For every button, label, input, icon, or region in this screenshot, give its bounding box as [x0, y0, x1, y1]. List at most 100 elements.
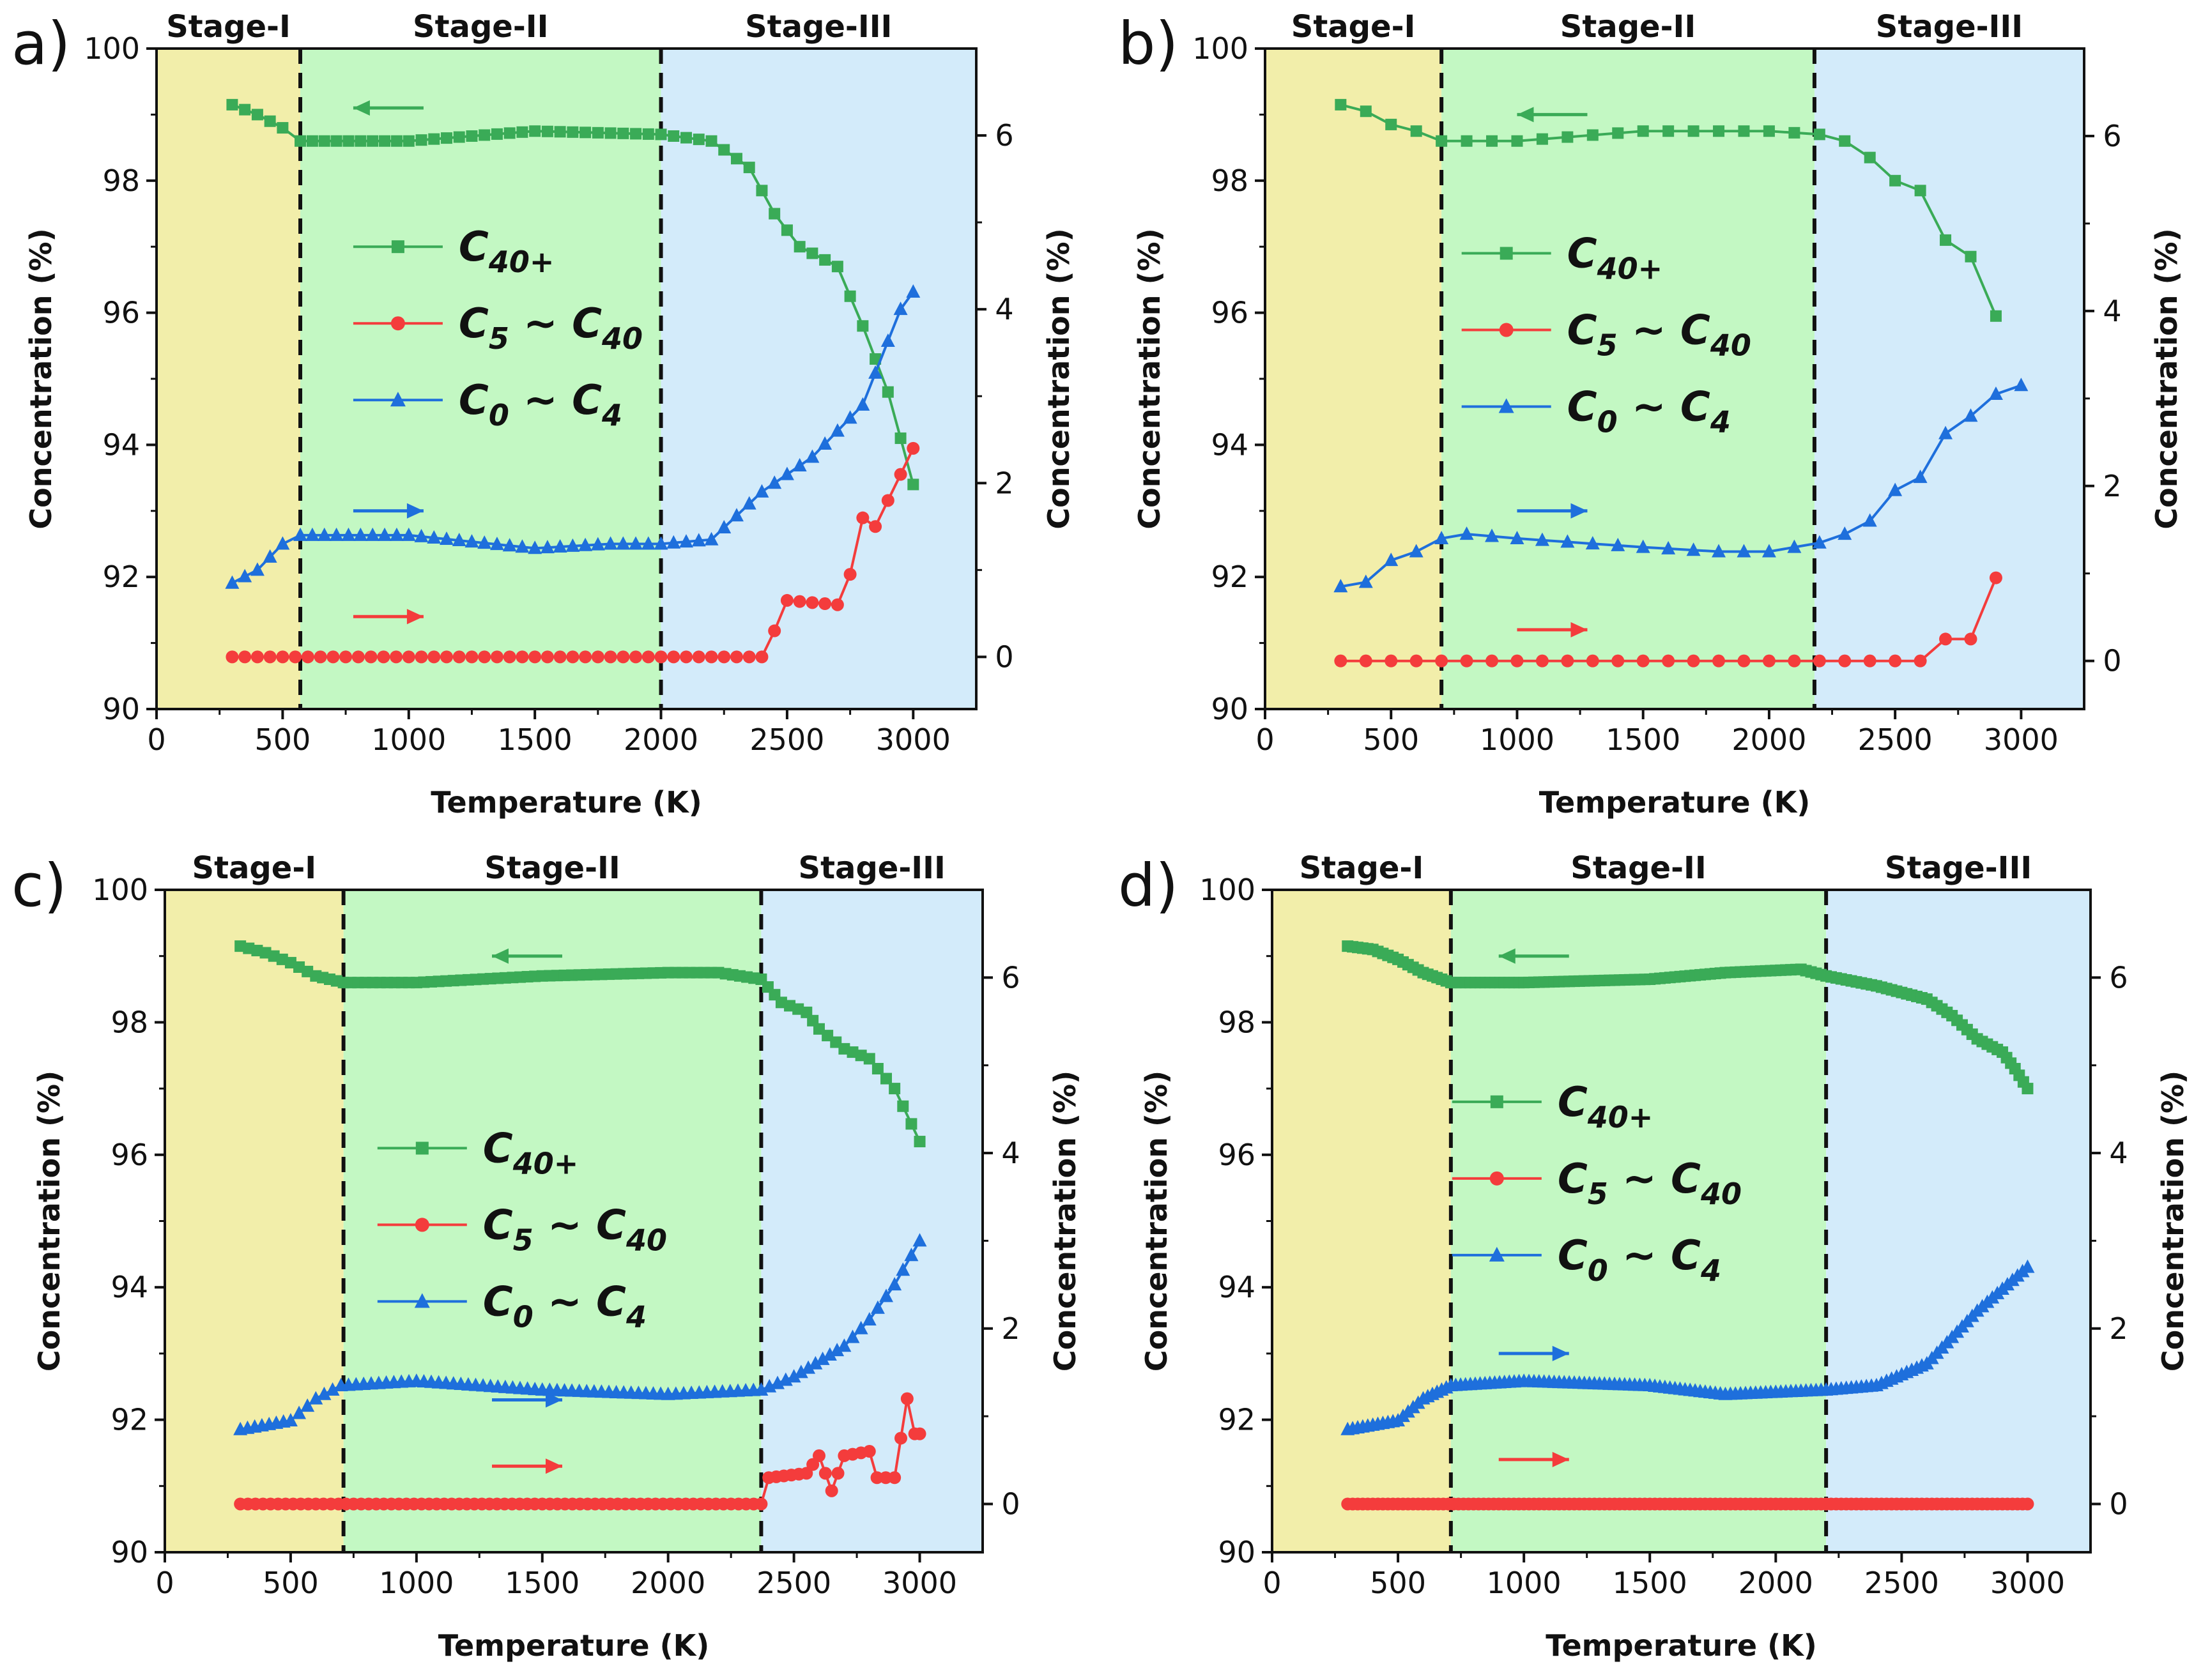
data-point — [225, 575, 240, 589]
data-point — [1384, 553, 1399, 567]
stage-region — [1450, 890, 1827, 1552]
series-markers — [226, 98, 919, 491]
data-point — [717, 650, 731, 664]
data-point — [1938, 425, 1953, 439]
stage-label: Stage-I — [1291, 9, 1416, 45]
y-right-tick-label: 6 — [2109, 960, 2128, 995]
data-point — [1889, 174, 1901, 187]
data-point — [1662, 125, 1675, 137]
data-point — [515, 539, 530, 553]
x-tick-label: 2500 — [756, 1566, 831, 1600]
data-point — [705, 650, 718, 664]
data-point — [1787, 539, 1802, 553]
legend-tail: ~ C — [533, 1278, 626, 1325]
data-point — [2020, 1259, 2035, 1273]
data-point — [801, 1360, 816, 1374]
y-right-tick-label: 2 — [2103, 469, 2121, 503]
series-line — [1340, 384, 2022, 588]
data-point — [779, 466, 794, 480]
data-point — [300, 1398, 315, 1412]
legend-base: C — [483, 1278, 513, 1325]
data-point — [831, 1467, 845, 1480]
x-tick-label: 3000 — [882, 1566, 957, 1600]
x-tick-label: 2000 — [624, 722, 698, 757]
data-point — [377, 650, 390, 664]
data-point — [427, 650, 441, 664]
series-markers — [1341, 1497, 2034, 1511]
data-point — [292, 1405, 307, 1419]
y-right-tick-label: 6 — [2103, 119, 2121, 153]
data-point — [616, 536, 631, 550]
data-point — [250, 562, 265, 576]
y-right-tick-label: 2 — [2109, 1311, 2128, 1346]
data-point — [913, 1427, 926, 1440]
legend-tail: ~ C — [533, 1202, 626, 1249]
data-point — [325, 1382, 340, 1396]
data-point — [756, 185, 768, 197]
arrow-head — [406, 503, 424, 519]
legend-tail-subscript: 4 — [601, 398, 622, 432]
data-point — [1763, 125, 1775, 137]
legend-subscript: 40+ — [512, 1146, 579, 1180]
y-left-tick-label: 94 — [102, 427, 140, 462]
data-point — [390, 650, 403, 664]
y-left-tick-label: 100 — [1199, 873, 1255, 907]
legend-base: C — [1567, 307, 1597, 355]
legend-marker — [1498, 398, 1514, 413]
stage-region — [661, 49, 976, 709]
data-point — [415, 650, 428, 664]
legend-tail-subscript: 4 — [625, 1299, 647, 1334]
data-point — [309, 1391, 323, 1405]
y-left-tick-label: 96 — [102, 296, 140, 330]
data-point — [755, 1497, 768, 1511]
legend-marker — [1499, 323, 1514, 337]
data-point — [888, 1471, 902, 1485]
legend-tail: ~ C — [1608, 1156, 1701, 1203]
y-left-axis-title: Concentration (%) — [1139, 1071, 1174, 1371]
data-point — [822, 1347, 837, 1361]
x-tick-label: 1000 — [371, 722, 446, 757]
data-point — [818, 597, 832, 611]
y-left-tick-label: 100 — [1192, 31, 1248, 66]
data-point — [528, 650, 542, 664]
data-point — [1838, 526, 1852, 540]
data-point — [355, 135, 367, 147]
data-point — [1713, 125, 1725, 137]
x-tick-label: 0 — [155, 1566, 174, 1600]
data-point — [679, 534, 694, 548]
data-point — [251, 109, 263, 121]
data-point — [1712, 544, 1726, 558]
data-point — [863, 1445, 876, 1458]
data-point — [1889, 654, 1902, 668]
data-point — [1333, 579, 1348, 593]
data-point — [1410, 125, 1422, 137]
data-point — [1913, 470, 1928, 484]
data-point — [1687, 125, 1700, 137]
data-point — [769, 208, 781, 220]
data-point — [641, 536, 656, 550]
data-point — [743, 162, 755, 174]
data-point — [1636, 539, 1650, 553]
data-point — [730, 153, 742, 165]
data-point — [843, 568, 857, 581]
data-point — [813, 1449, 825, 1462]
data-point — [780, 593, 794, 607]
data-point — [1788, 654, 1801, 668]
legend-tail: ~ C — [509, 300, 602, 347]
data-point — [844, 290, 856, 302]
y-right-tick-label: 2 — [1001, 1311, 1020, 1346]
data-point — [342, 135, 355, 147]
data-point — [353, 527, 368, 541]
legend-tail: ~ C — [1608, 1232, 1701, 1279]
data-point — [1360, 105, 1372, 118]
data-point — [305, 527, 319, 541]
data-point — [704, 531, 719, 546]
data-point — [364, 650, 378, 664]
data-point — [553, 650, 567, 664]
data-point — [1434, 530, 1449, 544]
legend-label: C0 ~ C4 — [459, 377, 622, 432]
data-point — [742, 650, 756, 664]
data-point — [367, 135, 379, 147]
